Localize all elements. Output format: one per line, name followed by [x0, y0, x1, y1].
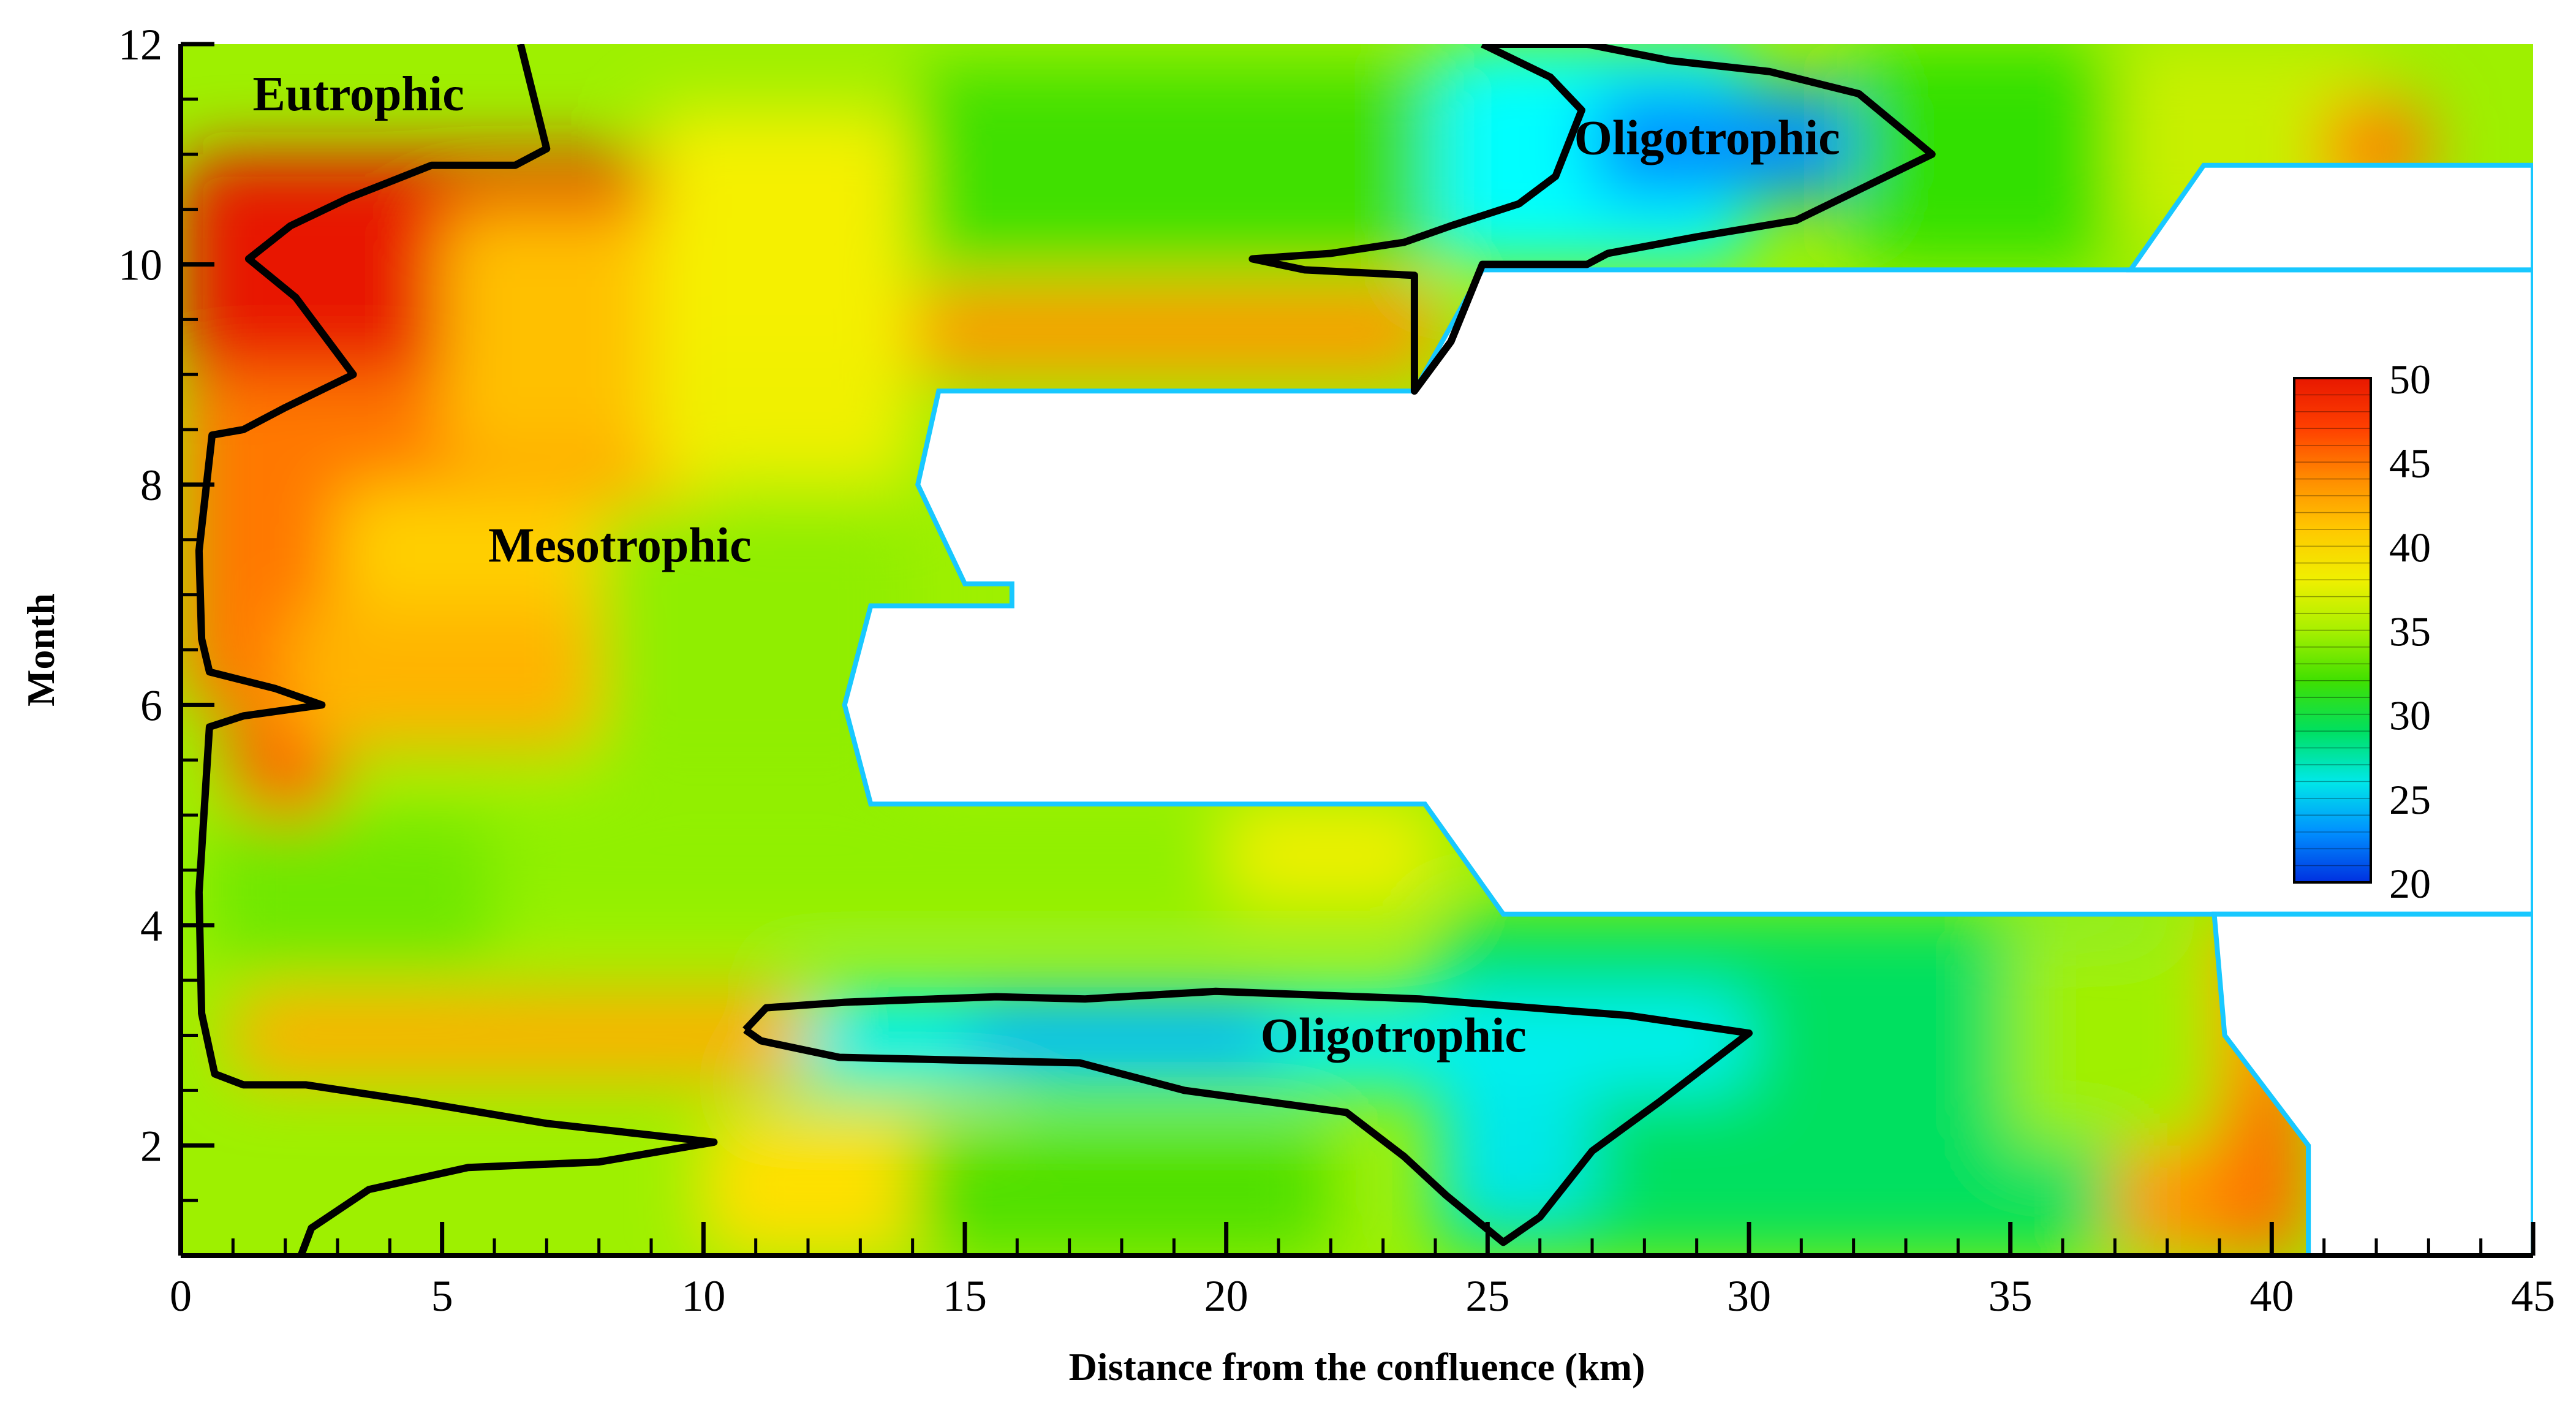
field-patch [599, 506, 913, 794]
region-labels: Eutrophic Mesotrophic Oligotrophic Oligotro… [252, 67, 1840, 1063]
field-patch [285, 605, 599, 749]
region-label: Eutrophic [252, 67, 464, 121]
plot-area [181, 44, 2533, 1256]
colorbar-tick-label: 45 [2389, 440, 2431, 487]
y-tick-label: 10 [118, 240, 162, 289]
region-label: Oligotrophic [1574, 112, 1840, 165]
oligotrophic-boundary-top [1248, 44, 1936, 395]
field-patch [912, 286, 1435, 375]
y-tick-label: 4 [140, 901, 162, 950]
colorbar-tick-label: 25 [2389, 776, 2431, 823]
x-tick-label: 35 [1989, 1272, 2033, 1321]
no-data-mid [842, 267, 2533, 917]
colorbar-tick-label: 30 [2389, 692, 2431, 739]
field-patch [1226, 804, 1435, 903]
field-patch [651, 110, 913, 419]
region-label: Oligotrophic [1261, 1009, 1527, 1063]
x-tick-label: 25 [1465, 1272, 1509, 1321]
field-patch [494, 804, 1435, 914]
field-patch [206, 815, 494, 969]
field-patch [912, 66, 1435, 265]
field-patch [651, 352, 913, 485]
y-tick-label: 12 [118, 20, 162, 69]
colorbar-legend: 20 25 30 35 40 45 50 [2293, 356, 2431, 907]
y-tick-label: 8 [140, 461, 162, 510]
colorbar-tick-label: 50 [2389, 356, 2431, 403]
region-label: Mesotrophic [488, 519, 752, 573]
x-tick-label: 15 [943, 1272, 987, 1321]
colorbar-bar [2293, 377, 2372, 884]
concentration-field [181, 44, 2429, 1256]
x-tick-label: 45 [2511, 1272, 2555, 1321]
field-patch [1435, 1090, 1592, 1223]
x-tick-label: 5 [431, 1272, 453, 1321]
y-tick-label: 2 [140, 1121, 162, 1170]
axes: 0 5 10 15 20 25 30 35 40 45 2 4 6 8 10 12 [118, 20, 2555, 1321]
eutrophic-boundary [195, 44, 718, 1256]
field-patch [912, 1123, 1331, 1256]
y-axis-title: Month [19, 593, 62, 707]
x-tick-label: 0 [170, 1272, 192, 1321]
field-patch [1592, 88, 1854, 199]
no-data-right-bottom [2212, 911, 2533, 1256]
x-tick-label: 20 [1204, 1272, 1248, 1321]
colorbar-tick-label: 35 [2389, 608, 2431, 655]
x-tick-label: 40 [2249, 1272, 2294, 1321]
colorbar-tick-label: 20 [2389, 860, 2431, 907]
field-patch [965, 1013, 1279, 1058]
no-data-regions [842, 162, 2533, 1256]
x-tick-label: 10 [681, 1272, 725, 1321]
trophic-contours [195, 44, 1936, 1256]
y-tick-label: 6 [140, 681, 162, 730]
oligotrophic-boundary-bottom [742, 987, 1753, 1246]
field-patch [233, 991, 808, 1080]
x-axis-title: Distance from the confluence (km) [1069, 1345, 1645, 1389]
no-data-right-top [2126, 162, 2533, 273]
x-tick-label: 30 [1727, 1272, 1771, 1321]
field-patch [2010, 925, 2219, 1146]
colorbar-tick-label: 40 [2389, 524, 2431, 570]
field-patch [1853, 44, 2115, 265]
field-patch [2219, 1079, 2309, 1256]
